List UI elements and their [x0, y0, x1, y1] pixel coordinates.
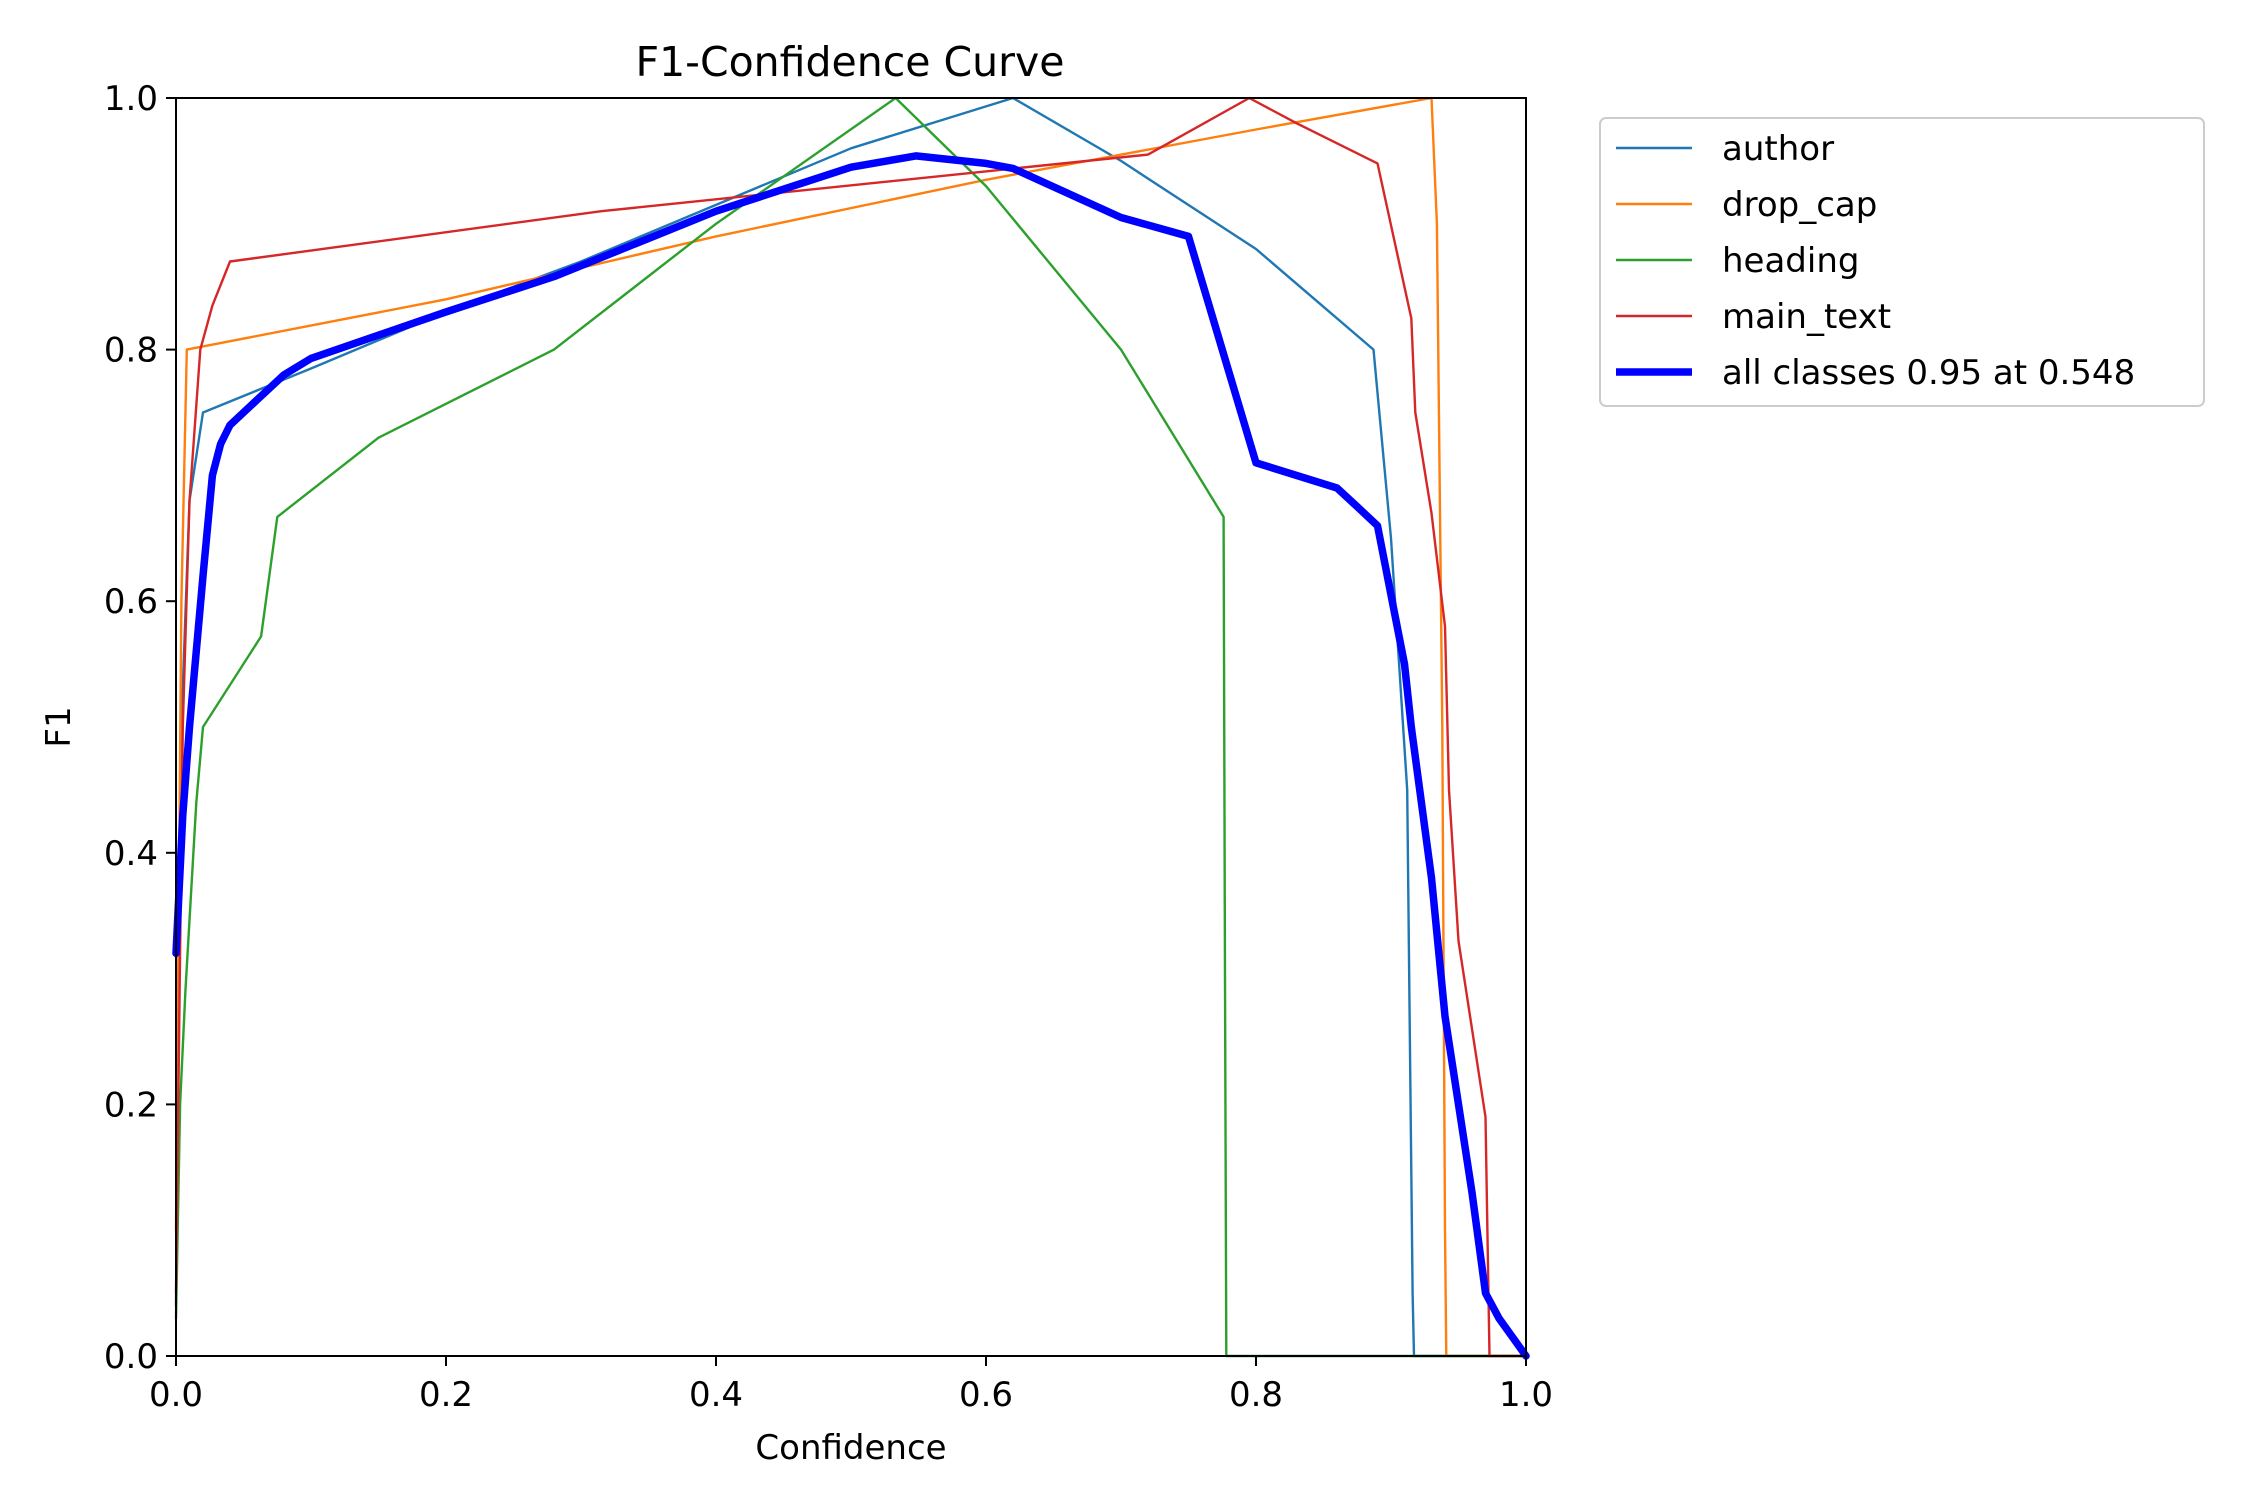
y-axis-label: F1 [39, 706, 79, 747]
series-line-drop-cap [174, 96, 1528, 1358]
legend-box [1599, 117, 2205, 407]
y-tick-label: 0.6 [104, 582, 158, 622]
series-line-heading [174, 96, 1528, 1358]
series-line-main-text [174, 96, 1528, 1358]
legend-label: heading [1722, 241, 1859, 281]
x-tick-label: 0.0 [149, 1375, 203, 1415]
y-tick-label: 0.2 [104, 1085, 158, 1125]
x-tick-label: 0.4 [689, 1375, 743, 1415]
chart-title: F1-Confidence Curve [636, 38, 1065, 86]
legend-label: main_text [1722, 297, 1891, 337]
plot-series-group [172, 96, 1530, 1360]
x-tick-label: 0.8 [1229, 1375, 1283, 1415]
x-axis-label: Confidence [755, 1428, 946, 1468]
series-line-all [172, 152, 1530, 1360]
x-tick-label: 0.6 [959, 1375, 1013, 1415]
x-tick-label: 1.0 [1499, 1375, 1553, 1415]
y-tick-label: 1.0 [104, 79, 158, 119]
y-tick-label: 0.8 [104, 331, 158, 371]
x-axis-ticks: 0.0 0.2 0.4 0.6 0.8 1.0 [149, 1356, 1553, 1415]
legend-label: author [1722, 129, 1834, 169]
legend-label: all classes 0.95 at 0.548 [1722, 353, 2135, 393]
y-tick-label: 0.4 [104, 834, 158, 874]
plot-frame [175, 97, 1527, 1357]
y-tick-label: 0.0 [104, 1337, 158, 1377]
y-axis-ticks: 0.0 0.2 0.4 0.6 0.8 1.0 [104, 79, 176, 1377]
series-line-author [174, 96, 1528, 1358]
x-tick-label: 0.2 [419, 1375, 473, 1415]
legend-label: drop_cap [1722, 185, 1877, 225]
